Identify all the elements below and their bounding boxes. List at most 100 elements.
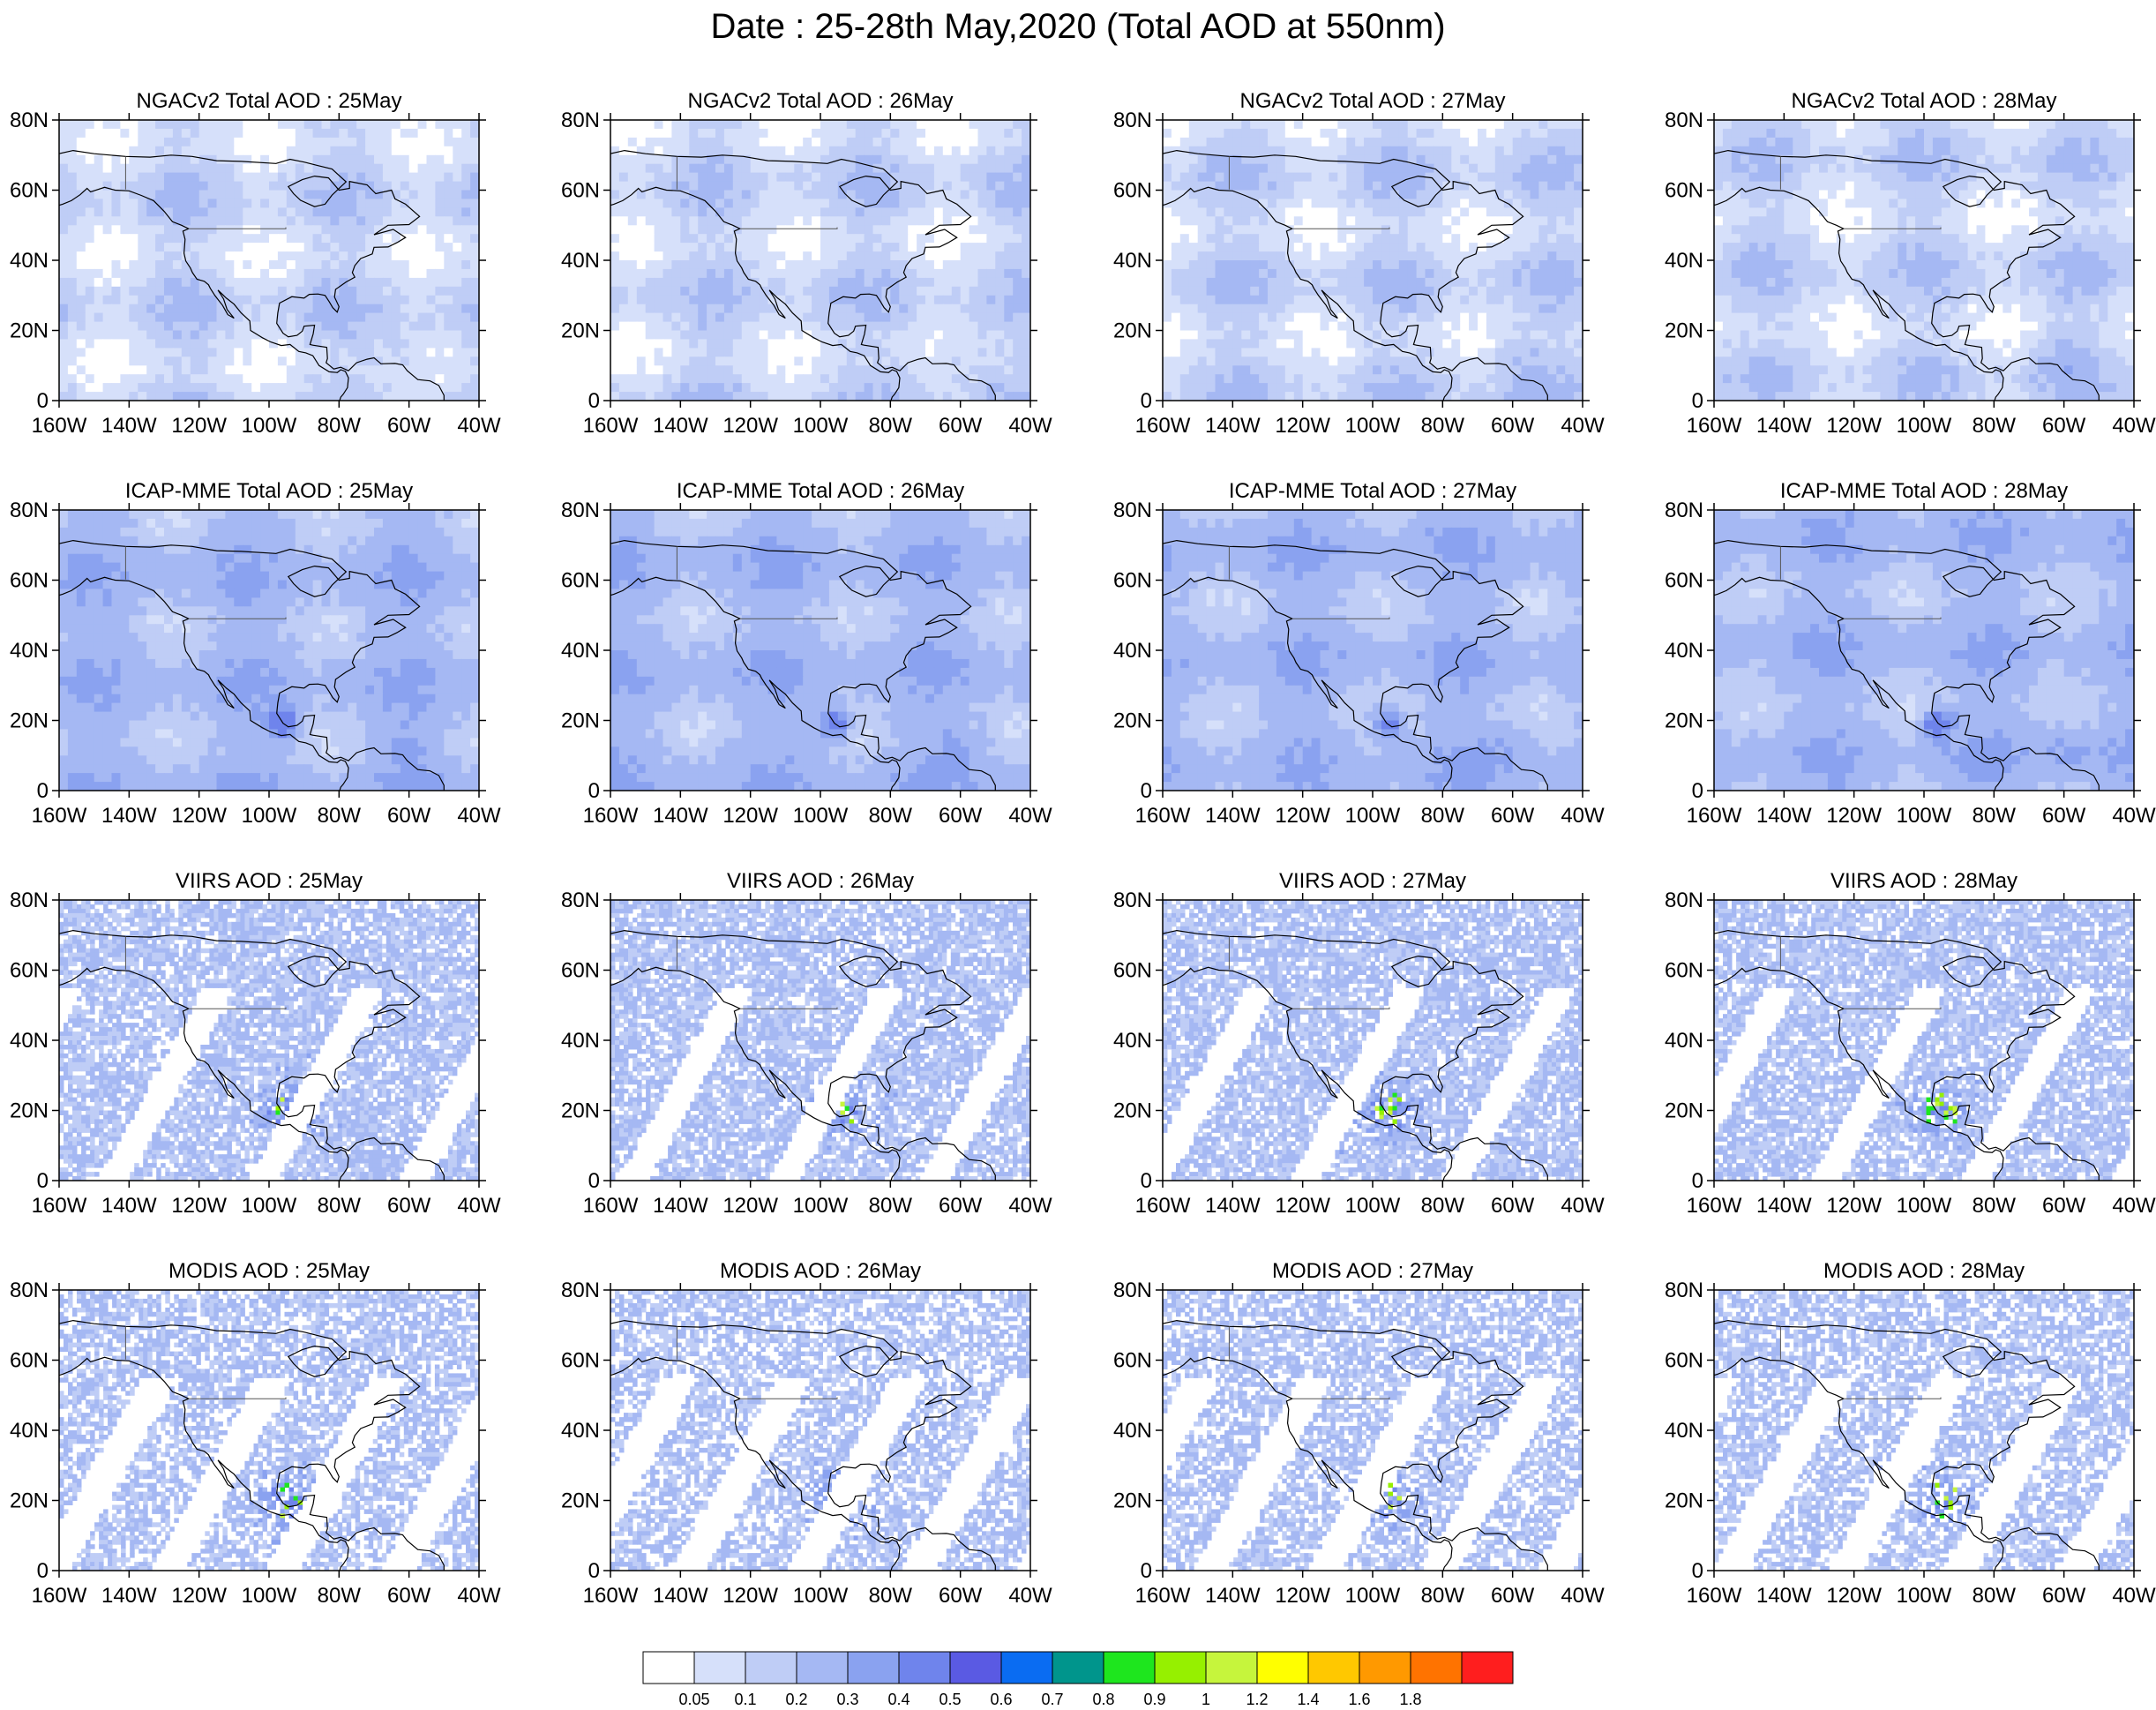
colorbar-label: 0.3 xyxy=(836,1691,858,1708)
lat-tick-label: 40N xyxy=(561,639,600,663)
lat-tick-label: 40N xyxy=(1665,249,1703,273)
lat-tick-label: 60N xyxy=(1665,1349,1703,1373)
lat-tick-label: 80N xyxy=(1665,499,1703,522)
aod-field xyxy=(1714,510,2134,791)
colorbar: 0.05 0.1 0.2 0.3 0.4 0.5 0.6 0.7 0.8 0.9 1 1.2 1.4 1.… xyxy=(642,1651,1514,1708)
lat-tick-label: 60N xyxy=(1113,569,1152,593)
coastline xyxy=(610,1319,996,1571)
lon-tick-label: 160W xyxy=(583,1194,639,1218)
lat-tick-label: 40N xyxy=(1113,1419,1152,1443)
lat-tick-label: 60N xyxy=(561,959,600,983)
lat-tick-label: 60N xyxy=(561,569,600,593)
lat-tick-label: 0 xyxy=(1141,389,1152,413)
panel-title: ICAP-MME Total AOD : 25May xyxy=(125,479,413,503)
aod-field xyxy=(59,1290,479,1571)
lon-tick-label: 80W xyxy=(1421,1584,1465,1608)
lon-tick-label: 160W xyxy=(32,414,87,438)
panel-title: ICAP-MME Total AOD : 26May xyxy=(677,479,964,503)
lat-tick-label: 40N xyxy=(1665,1419,1703,1443)
aod-field xyxy=(59,900,479,1181)
lat-tick-label: 40N xyxy=(1113,639,1152,663)
lon-tick-label: 60W xyxy=(1491,1194,1535,1218)
lon-tick-label: 120W xyxy=(1275,804,1330,828)
lat-tick-label: 20N xyxy=(10,709,49,733)
lon-tick-label: 100W xyxy=(793,414,849,438)
colorbar-label: 0.7 xyxy=(1041,1691,1063,1708)
lat-tick-label: 20N xyxy=(1113,1099,1152,1123)
panel-title: NGACv2 Total AOD : 26May xyxy=(687,89,953,113)
lon-tick-label: 60W xyxy=(2042,804,2086,828)
panel-title: NGACv2 Total AOD : 28May xyxy=(1791,89,2056,113)
lon-tick-label: 60W xyxy=(1491,1584,1535,1608)
lon-tick-label: 100W xyxy=(1897,1584,1952,1608)
coastline xyxy=(1714,929,2100,1181)
colorbar-swatch xyxy=(642,1651,695,1684)
lat-tick-label: 80N xyxy=(561,499,600,522)
coastline xyxy=(1714,539,2100,791)
coastline xyxy=(610,539,996,791)
lon-tick-label: 60W xyxy=(387,1194,431,1218)
lon-tick-label: 40W xyxy=(1561,804,1605,828)
lon-tick-label: 140W xyxy=(653,1584,708,1608)
lat-tick-label: 60N xyxy=(1113,179,1152,203)
lat-tick-label: 0 xyxy=(588,779,600,803)
lat-tick-label: 40N xyxy=(561,1029,600,1053)
aod-field xyxy=(1163,1290,1583,1571)
lon-tick-label: 40W xyxy=(1561,414,1605,438)
lon-tick-label: 60W xyxy=(939,804,983,828)
lat-tick-label: 80N xyxy=(1665,889,1703,912)
lat-tick-label: 60N xyxy=(1113,1349,1152,1373)
coastline xyxy=(1163,149,1548,401)
lon-tick-label: 80W xyxy=(318,1194,362,1218)
panel-title: NGACv2 Total AOD : 25May xyxy=(136,89,401,113)
colorbar-label: 1 xyxy=(1202,1691,1210,1708)
colorbar-swatch xyxy=(1256,1651,1309,1684)
lat-tick-label: 80N xyxy=(10,1279,49,1302)
lat-tick-label: 40N xyxy=(10,1029,49,1053)
lon-tick-label: 40W xyxy=(1008,1194,1052,1218)
coastline xyxy=(59,539,445,791)
coastline xyxy=(1714,149,2100,401)
lon-tick-label: 160W xyxy=(1687,1194,1742,1218)
lon-tick-label: 100W xyxy=(242,1194,297,1218)
colorbar-swatch xyxy=(796,1651,849,1684)
lon-tick-label: 160W xyxy=(1135,1194,1191,1218)
figure-title: Date : 25-28th May,2020 (Total AOD at 55… xyxy=(0,5,2156,48)
colorbar-label: 0.2 xyxy=(785,1691,807,1708)
map-panel: NGACv2 Total AOD : 27May 80N 60N 40N 20N 0160… xyxy=(1113,89,1605,438)
lat-tick-label: 20N xyxy=(1665,709,1703,733)
lat-tick-label: 60N xyxy=(10,1349,49,1373)
lon-tick-label: 40W xyxy=(2112,414,2156,438)
lon-tick-label: 40W xyxy=(457,1584,501,1608)
aod-field xyxy=(1163,120,1583,401)
lon-tick-label: 140W xyxy=(101,1584,157,1608)
aod-field xyxy=(610,120,1030,401)
lon-tick-label: 40W xyxy=(1561,1584,1605,1608)
colorbar-swatch xyxy=(1052,1651,1104,1684)
lon-tick-label: 40W xyxy=(2112,1194,2156,1218)
lon-tick-label: 60W xyxy=(387,804,431,828)
colorbar-label: 0.05 xyxy=(678,1691,709,1708)
lon-tick-label: 100W xyxy=(1345,1194,1401,1218)
lon-tick-label: 120W xyxy=(722,1194,778,1218)
lon-tick-label: 100W xyxy=(1345,414,1401,438)
lon-tick-label: 160W xyxy=(32,804,87,828)
lon-tick-label: 120W xyxy=(1275,1584,1330,1608)
lat-tick-label: 80N xyxy=(561,109,600,132)
lat-tick-label: 40N xyxy=(1665,639,1703,663)
map-panel: NGACv2 Total AOD : 25May 80N 60N 40N 20N 0160… xyxy=(10,89,501,438)
lat-tick-label: 20N xyxy=(1113,319,1152,343)
lon-tick-label: 140W xyxy=(1205,804,1261,828)
lon-tick-label: 60W xyxy=(939,414,983,438)
lat-tick-label: 80N xyxy=(561,889,600,912)
lat-tick-label: 20N xyxy=(10,319,49,343)
colorbar-swatch xyxy=(1205,1651,1258,1684)
lon-tick-label: 100W xyxy=(793,804,849,828)
lon-tick-label: 80W xyxy=(869,1194,913,1218)
lon-tick-label: 100W xyxy=(793,1584,849,1608)
lat-tick-label: 0 xyxy=(37,389,49,413)
